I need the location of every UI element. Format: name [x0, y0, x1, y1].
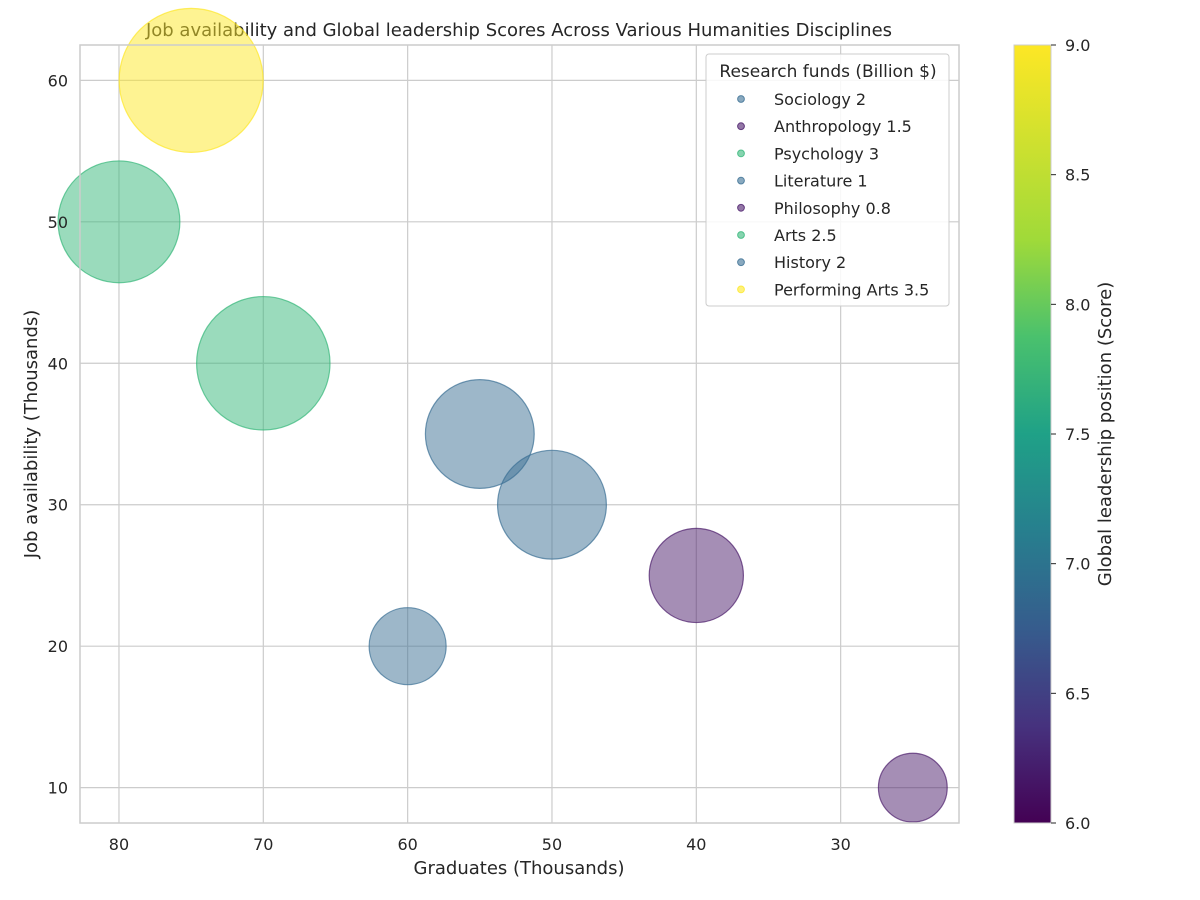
colorbar-tick-label: 8.5 — [1065, 166, 1090, 185]
y-tick-label: 20 — [48, 637, 68, 656]
colorbar-tick-label: 6.5 — [1065, 684, 1090, 703]
bubble-history-2: History 2 — [496, 449, 607, 560]
colorbar-ticks: 6.0 6.5 7.0 7.5 8.0 8.5 9.0 — [1051, 36, 1090, 833]
legend-title: Research funds (Billion $) — [719, 62, 936, 82]
x-axis-label: Graduates (Thousands) — [414, 858, 625, 879]
x-tick-label: 80 — [109, 835, 129, 854]
bubble-performing-arts-3-5: Performing Arts 3.5 — [118, 7, 264, 153]
legend-marker — [737, 95, 745, 103]
legend-item-label: Psychology 3 — [774, 144, 879, 163]
legend-item-label: Sociology 2 — [774, 90, 866, 109]
y-tick-label: 10 — [48, 779, 68, 798]
legend-marker — [737, 285, 745, 294]
bubble-philosophy-0-8: Philosophy 0.8 — [877, 752, 948, 823]
y-tick-label: 40 — [48, 354, 68, 373]
legend-marker — [737, 231, 745, 239]
legend: Research funds (Billion $) Sociology 2 An… — [705, 53, 950, 307]
legend-items: Sociology 2 Anthropology 1.5 Psychology 3 L… — [737, 90, 929, 299]
y-axis-label: Job availability (Thousands) — [21, 310, 42, 560]
bubble-sociology-2: Sociology 2 — [424, 379, 535, 490]
x-tick-label: 50 — [542, 835, 562, 854]
legend-marker — [737, 149, 745, 158]
y-tick-label: 30 — [48, 496, 68, 515]
legend-item-label: Performing Arts 3.5 — [774, 280, 929, 299]
bubble-anthropology-1-5: Anthropology 1.5 — [648, 527, 745, 624]
chart-title: Job availability and Global leadership S… — [145, 20, 892, 41]
legend-item-label: History 2 — [774, 253, 846, 272]
legend-item-label: Arts 2.5 — [774, 226, 837, 245]
bubble-arts-2-5: Arts 2.5 — [57, 160, 181, 284]
legend-marker — [737, 258, 745, 267]
legend-marker — [737, 203, 745, 212]
legend-marker — [737, 122, 745, 131]
colorbar-tick-label: 7.0 — [1065, 555, 1090, 574]
colorbar-label: Global leadership position (Score) — [1095, 282, 1116, 587]
plot-frame — [79, 44, 960, 824]
legend-item-label: Literature 1 — [774, 172, 868, 191]
y-tick-label: 50 — [48, 213, 68, 232]
y-axis-ticks: 10 20 30 40 50 60 — [48, 71, 68, 797]
bubble-literature-1: Literature 1 — [368, 607, 447, 686]
colorbar-tick-label: 6.0 — [1065, 814, 1090, 833]
colorbar-tick-label: 7.5 — [1065, 425, 1090, 444]
x-tick-label: 70 — [253, 835, 273, 854]
legend-item-label: Philosophy 0.8 — [774, 199, 891, 218]
x-tick-label: 40 — [686, 835, 706, 854]
colorbar: 6.0 6.5 7.0 7.5 8.0 8.5 9.0 Global leadership … — [1013, 36, 1116, 833]
bubble-psychology-3: Psychology 3 — [196, 295, 331, 431]
legend-box — [705, 53, 950, 307]
x-tick-label: 30 — [830, 835, 850, 854]
x-axis-ticks: 80 70 60 50 40 30 — [109, 835, 851, 854]
y-tick-label: 60 — [48, 71, 68, 90]
colorbar-tick-label: 9.0 — [1065, 36, 1090, 55]
legend-marker — [737, 176, 745, 185]
x-tick-label: 60 — [397, 835, 417, 854]
colorbar-gradient — [1013, 44, 1052, 824]
colorbar-tick-label: 8.0 — [1065, 295, 1090, 314]
legend-item-label: Anthropology 1.5 — [774, 117, 912, 136]
